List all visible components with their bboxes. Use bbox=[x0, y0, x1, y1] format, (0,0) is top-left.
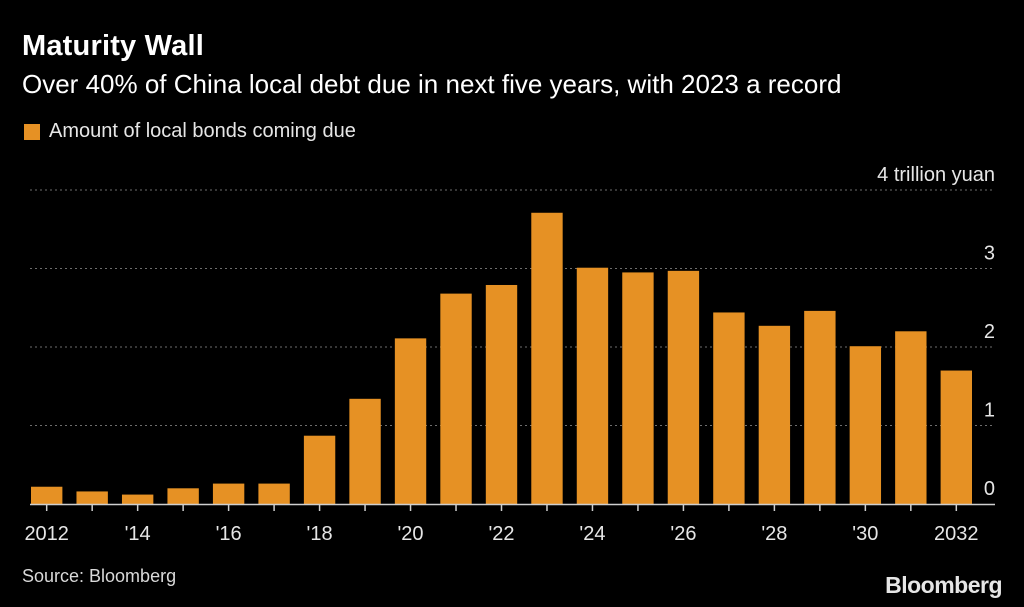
y-tick-label: 1 bbox=[984, 400, 995, 422]
bar bbox=[258, 483, 290, 504]
bar bbox=[576, 267, 609, 504]
chart-subtitle: Over 40% of China local debt due in next… bbox=[22, 69, 842, 99]
x-tick-label: '24 bbox=[579, 523, 605, 545]
bar bbox=[485, 284, 518, 504]
y-tick-label: 4 trillion yuan bbox=[877, 164, 995, 186]
bar bbox=[303, 435, 336, 504]
chart-title: Maturity Wall bbox=[22, 30, 204, 62]
bar bbox=[31, 486, 63, 504]
x-tick-label: '22 bbox=[488, 523, 514, 545]
bar bbox=[349, 398, 381, 504]
y-tick-label: 3 bbox=[984, 243, 995, 265]
y-tick-label: 2 bbox=[984, 321, 995, 343]
bar bbox=[622, 272, 654, 504]
legend-swatch bbox=[24, 123, 40, 140]
bar bbox=[531, 212, 563, 504]
bar bbox=[758, 325, 791, 504]
bar bbox=[76, 491, 108, 504]
legend: Amount of local bonds coming due bbox=[24, 120, 356, 143]
bar bbox=[940, 370, 972, 504]
x-tick-label: 2032 bbox=[934, 523, 979, 545]
x-tick-label: '28 bbox=[761, 523, 787, 545]
x-tick-label: '14 bbox=[125, 523, 151, 545]
bar bbox=[895, 331, 927, 504]
x-tick-label: '16 bbox=[216, 523, 242, 545]
bar bbox=[713, 312, 745, 504]
bar bbox=[804, 310, 836, 504]
bar bbox=[440, 293, 472, 504]
x-tick-label: '26 bbox=[670, 523, 696, 545]
x-tick-label: '18 bbox=[307, 523, 333, 545]
bar bbox=[667, 270, 700, 504]
x-tick-label: '20 bbox=[397, 523, 423, 545]
legend-label: Amount of local bonds coming due bbox=[49, 120, 356, 142]
source-note: Source: Bloomberg bbox=[22, 566, 177, 586]
bar bbox=[167, 488, 199, 504]
bar bbox=[121, 494, 154, 504]
x-tick-label: 2012 bbox=[24, 523, 69, 545]
bar bbox=[212, 483, 245, 504]
bar-chart: 0 1 2 3 4 trillion yuan 2012 '14 '16 '18 '20 '22 '2… bbox=[24, 164, 995, 545]
x-tick-label: '30 bbox=[852, 523, 878, 545]
y-tick-label: 0 bbox=[984, 478, 995, 500]
bloomberg-logo: Bloomberg bbox=[885, 572, 1002, 598]
bar bbox=[394, 338, 427, 504]
bar bbox=[849, 346, 882, 504]
